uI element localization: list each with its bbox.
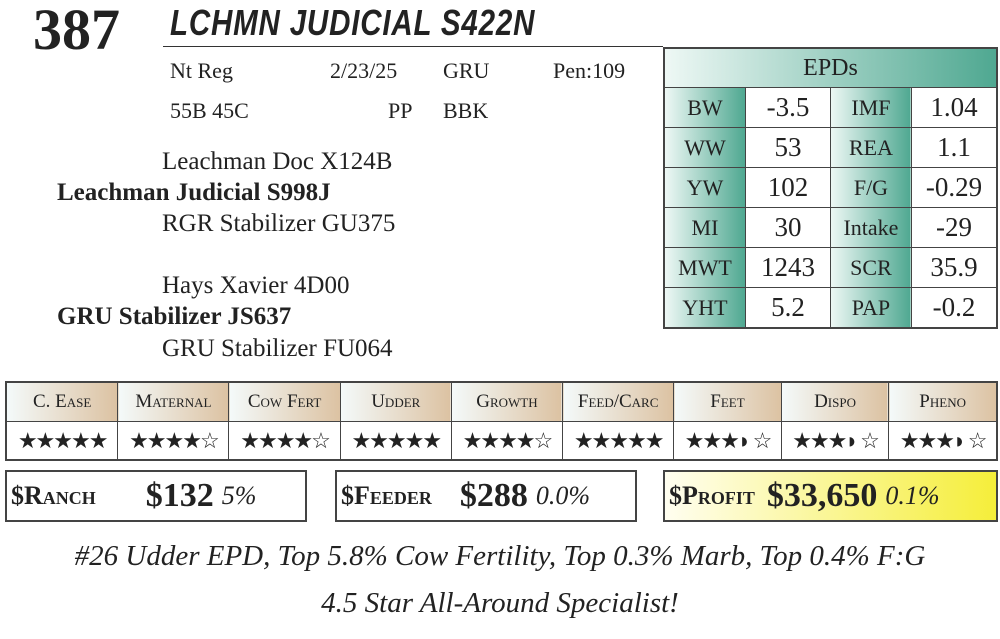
- trait-label: Maternal: [117, 381, 230, 422]
- epd-label: F/G: [829, 167, 912, 208]
- trait-ratings-table: C. Ease Maternal Cow Fert Udder Growth Feed/C…: [5, 381, 998, 461]
- divider: [163, 46, 663, 47]
- animal-name: LCHMN JUDICIAL S422N: [170, 2, 536, 43]
- epd-value: 1.04: [910, 87, 998, 128]
- sire: Leachman Judicial S998J: [57, 179, 331, 206]
- trait-label: C. Ease: [5, 381, 119, 422]
- sire-sire: Leachman Doc X124B: [162, 148, 393, 175]
- epd-value: -29: [910, 207, 998, 248]
- epd-label: YHT: [663, 287, 746, 329]
- sire-dam: RGR Stabilizer GU375: [162, 210, 396, 237]
- index-value: $33,650: [766, 477, 878, 514]
- tattoo: 55B 45C: [170, 98, 249, 123]
- trait-label: Feet: [673, 381, 782, 422]
- highlight-line-1: #26 Udder EPD, Top 5.8% Cow Fertility, T…: [74, 540, 926, 572]
- epd-row: WW 53 REA 1.1: [663, 127, 998, 168]
- epd-row: MI 30 Intake -29: [663, 207, 998, 248]
- star-rating: ★★★◗ ☆: [673, 421, 782, 461]
- star-rating: ★★★★★: [5, 421, 119, 461]
- star-rating: ★★★◗ ☆: [780, 421, 890, 461]
- lot-number: 387: [33, 0, 120, 62]
- star-rating: ★★★★★: [562, 421, 675, 461]
- epd-value: 1.1: [910, 127, 998, 168]
- index-value: $288: [459, 477, 528, 514]
- index-percentile: 5%: [221, 481, 257, 510]
- profit-index: $Profit $33,650 0.1%: [663, 470, 998, 522]
- epd-row: MWT 1243 SCR 35.9: [663, 247, 998, 288]
- epd-row: BW -3.5 IMF 1.04: [663, 87, 998, 128]
- index-percentile: 0.0%: [535, 481, 591, 510]
- star-rating: ★★★★☆: [450, 421, 564, 461]
- epd-label: SCR: [829, 247, 912, 288]
- epd-value: 1243: [744, 247, 831, 288]
- epd-label: MWT: [663, 247, 746, 288]
- epd-value: 30: [744, 207, 831, 248]
- epd-label: REA: [829, 127, 912, 168]
- ranch-index: $Ranch $132 5%: [5, 470, 307, 522]
- trait-label: Dispo: [780, 381, 890, 422]
- epd-value: -0.2: [910, 287, 998, 329]
- star-rating: ★★★★★: [339, 421, 452, 461]
- star-rating: ★★★★☆: [228, 421, 341, 461]
- trait-label: Feed/Carc: [562, 381, 675, 422]
- dam-dam: GRU Stabilizer FU064: [162, 335, 393, 362]
- feeder-index: $Feeder $288 0.0%: [335, 470, 637, 522]
- epd-value: 35.9: [910, 247, 998, 288]
- epd-label: IMF: [829, 87, 912, 128]
- epd-row: YW 102 F/G -0.29: [663, 167, 998, 208]
- birth-date: 2/23/25: [330, 58, 398, 83]
- dam: GRU Stabilizer JS637: [57, 303, 292, 330]
- polled-status: PP: [388, 98, 413, 123]
- epd-label: PAP: [829, 287, 912, 329]
- epd-label: MI: [663, 207, 746, 248]
- pen: Pen:109: [553, 58, 626, 83]
- color: BBK: [443, 98, 489, 123]
- index-label: $Profit: [669, 481, 755, 510]
- trait-label: Pheno: [888, 381, 998, 422]
- epd-label: BW: [663, 87, 746, 128]
- epd-row: YHT 5.2 PAP -0.2: [663, 287, 998, 329]
- epd-title: EPDs: [663, 47, 998, 88]
- index-value: $132: [145, 477, 214, 514]
- index-label: $Feeder: [341, 481, 432, 510]
- epd-label: YW: [663, 167, 746, 208]
- epd-table: EPDs BW -3.5 IMF 1.04 WW 53 REA 1.1 YW 102 F/G -0.2…: [663, 47, 998, 329]
- breeder: GRU: [443, 58, 490, 83]
- epd-value: 5.2: [744, 287, 831, 329]
- registration: Nt Reg: [170, 58, 233, 83]
- epd-label: Intake: [829, 207, 912, 248]
- epd-value: 53: [744, 127, 831, 168]
- trait-label: Cow Fert: [228, 381, 341, 422]
- epd-value: -3.5: [744, 87, 831, 128]
- trait-label: Growth: [450, 381, 564, 422]
- index-percentile: 0.1%: [885, 481, 940, 510]
- epd-value: 102: [744, 167, 831, 208]
- epd-value: -0.29: [910, 167, 998, 208]
- epd-label: WW: [663, 127, 746, 168]
- trait-label: Udder: [339, 381, 452, 422]
- highlight-line-2: 4.5 Star All-Around Specialist!: [321, 587, 679, 619]
- star-rating: ★★★★☆: [117, 421, 230, 461]
- index-label: $Ranch: [11, 481, 96, 510]
- star-rating: ★★★◗ ☆: [888, 421, 998, 461]
- dam-sire: Hays Xavier 4D00: [162, 272, 350, 299]
